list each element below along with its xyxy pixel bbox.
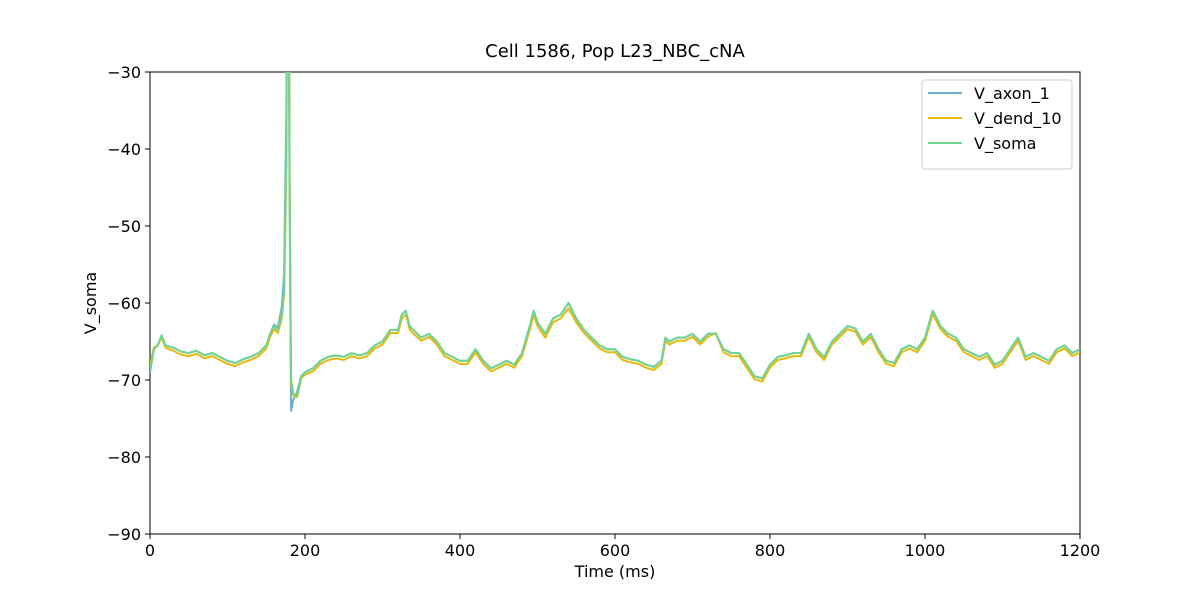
x-tick-label: 800 (755, 541, 786, 560)
y-tick-label: −30 (107, 63, 141, 82)
legend-box (921, 79, 1073, 170)
y-axis-label: V_soma (81, 272, 101, 334)
y-tick-label: −50 (107, 217, 141, 236)
x-axis-label: Time (ms) (574, 562, 656, 581)
y-tick-label: −90 (107, 525, 141, 544)
x-tick-label: 0 (145, 541, 155, 560)
x-tick-label: 600 (600, 541, 631, 560)
x-tick-label: 1000 (905, 541, 946, 560)
y-tick-label: −70 (107, 371, 141, 390)
legend: V_axon_1 V_dend_10 V_soma (921, 79, 1073, 170)
y-tick-label: −80 (107, 448, 141, 467)
chart-title: Cell 1586, Pop L23_NBC_cNA (485, 41, 745, 62)
x-tick-label: 200 (290, 541, 321, 560)
plot-lines (150, 72, 1080, 412)
x-tick-label: 400 (445, 541, 476, 560)
y-tick-label: −60 (107, 294, 141, 313)
y-tick-label: −40 (107, 140, 141, 159)
legend-label: V_axon_1 (974, 84, 1050, 104)
series-line (150, 72, 1080, 397)
legend-label: V_dend_10 (974, 109, 1062, 129)
legend-label: V_soma (974, 134, 1036, 154)
x-tick-label: 1200 (1060, 541, 1101, 560)
